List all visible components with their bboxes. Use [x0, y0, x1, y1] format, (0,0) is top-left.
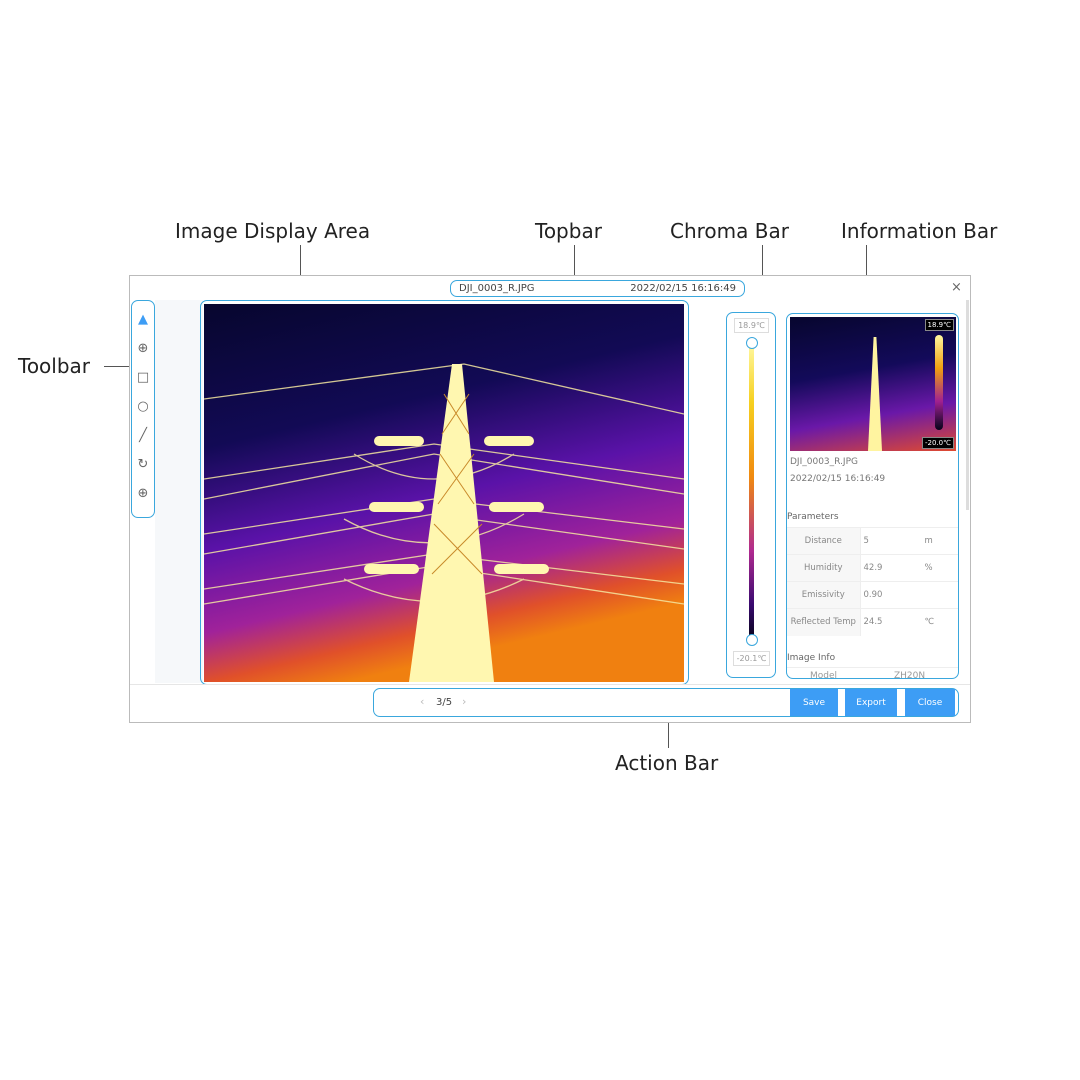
close-button[interactable]: Close — [905, 689, 955, 716]
parameters-table: Distance 5 m Humidity 42.9% Emissivity 0.90 … — [787, 527, 958, 636]
chroma-min-label: -20.1℃ — [733, 651, 770, 666]
param-label: Reflected Temp — [787, 608, 861, 636]
save-button[interactable]: Save — [790, 689, 838, 716]
param-label: Distance — [787, 527, 861, 555]
table-row: Emissivity 0.90 — [787, 581, 958, 609]
parameters-title: Parameters — [787, 512, 839, 522]
rectangle-icon[interactable]: □ — [136, 369, 150, 385]
info-filename: DJI_0003_R.JPG — [790, 457, 858, 467]
param-unit: % — [921, 554, 958, 582]
callout-image-display-area: Image Display Area — [175, 219, 371, 243]
action-bar: ‹ 3/5 › Save Export Close — [373, 688, 959, 717]
info-datetime: 2022/02/15 16:16:49 — [790, 474, 886, 484]
image-info-title: Image Info — [787, 653, 836, 663]
callout-line — [574, 245, 575, 280]
topbar-filename: DJI_0003_R.JPG — [459, 283, 535, 294]
param-value[interactable]: 24.5 — [860, 608, 922, 636]
thumbnail-max: 18.9℃ — [924, 319, 954, 331]
callout-topbar: Topbar — [535, 219, 602, 243]
callout-chroma-bar: Chroma Bar — [670, 219, 789, 243]
pointer-icon[interactable]: ▲ — [138, 311, 148, 327]
table-row: Reflected Temp 24.5 ℃ — [787, 608, 958, 636]
topbar-datetime: 2022/02/15 16:16:49 — [630, 283, 736, 294]
callout-action-bar: Action Bar — [615, 751, 719, 775]
line-icon[interactable]: ╱ — [139, 427, 147, 443]
table-row: Distance 5 m — [787, 527, 958, 555]
information-bar: 18.9℃ -20.0℃ DJI_0003_R.JPG 2022/02/15 1… — [786, 313, 959, 679]
rotate-icon[interactable]: ↻ — [137, 456, 149, 472]
image-info-value: ZH20N — [893, 671, 926, 679]
param-unit: m — [921, 527, 958, 555]
param-value[interactable]: 5 — [860, 527, 922, 555]
param-label: Humidity — [787, 554, 861, 582]
param-label: Emissivity — [787, 581, 861, 609]
chroma-max-label: 18.9℃ — [734, 318, 769, 333]
circle-icon[interactable]: ○ — [137, 398, 149, 414]
chroma-min-handle[interactable] — [746, 634, 758, 646]
thumbnail: 18.9℃ -20.0℃ — [790, 317, 956, 451]
thumbnail-tower — [868, 337, 882, 451]
prev-page-button[interactable]: ‹ — [420, 695, 425, 708]
image-info-row: Model ZH20N — [787, 667, 958, 679]
thumbnail-min: -20.0℃ — [922, 437, 954, 449]
chroma-bar: 18.9℃ -20.1℃ — [726, 312, 776, 678]
image-info-label: Model — [809, 671, 838, 679]
info-scrollbar[interactable] — [966, 300, 969, 510]
topbar: DJI_0003_R.JPG 2022/02/15 16:16:49 — [450, 280, 745, 297]
page-indicator: 3/5 — [436, 697, 453, 708]
close-icon[interactable]: × — [951, 280, 962, 295]
next-page-button[interactable]: › — [462, 695, 467, 708]
toolbar: ▲ ⊕ □ ○ ╱ ↻ ⊕ — [131, 300, 155, 518]
param-unit: ℃ — [921, 608, 958, 636]
callout-line — [668, 710, 669, 748]
thumbnail-colorbar — [935, 335, 943, 430]
table-row: Humidity 42.9% — [787, 554, 958, 582]
callout-information-bar: Information Bar — [841, 219, 998, 243]
chroma-max-handle[interactable] — [746, 337, 758, 349]
param-value[interactable]: 42.9 — [860, 554, 922, 582]
param-unit — [921, 581, 958, 609]
image-area-background — [155, 300, 203, 683]
image-display-area[interactable] — [200, 300, 689, 685]
param-value[interactable]: 0.90 — [860, 581, 922, 609]
callout-toolbar: Toolbar — [18, 354, 91, 378]
thermal-image — [203, 304, 685, 682]
callout-line — [104, 366, 131, 367]
divider — [130, 684, 970, 685]
zoom-in-icon[interactable]: ⊕ — [137, 485, 149, 501]
export-button[interactable]: Export — [845, 689, 897, 716]
callout-line — [300, 245, 301, 302]
spot-icon[interactable]: ⊕ — [137, 340, 149, 356]
chroma-gradient — [749, 343, 754, 640]
